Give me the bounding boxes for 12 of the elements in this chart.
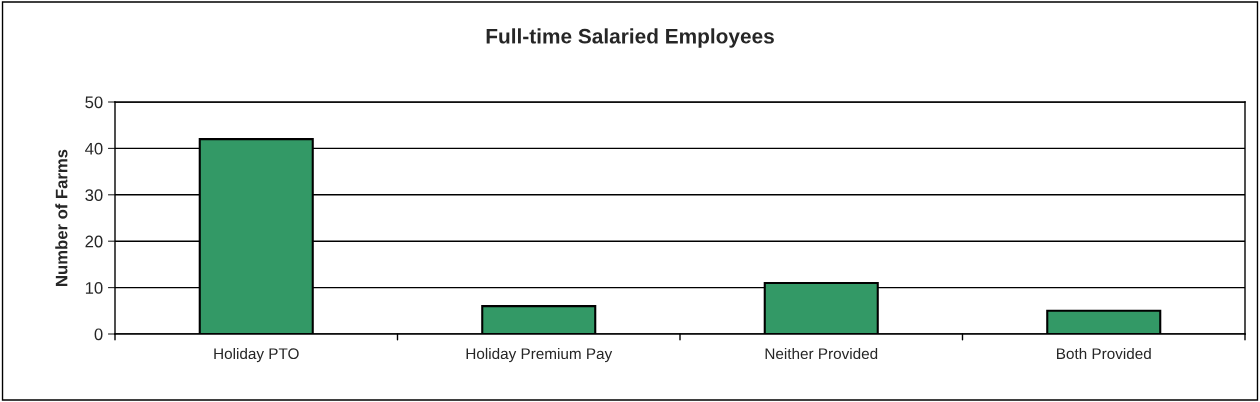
y-tick-label: 20: [85, 235, 103, 248]
x-tick-label: Holiday Premium Pay: [466, 347, 613, 363]
x-tick-label: Neither Provided: [765, 347, 878, 360]
x-tick-label: Holiday PTO: [214, 347, 299, 363]
x-tick-label: Both Provided: [1057, 347, 1151, 360]
y-tick-label: 0: [94, 328, 103, 341]
y-tick-label: 40: [85, 142, 103, 155]
y-tick-label: 30: [85, 189, 103, 201]
y-axis-title: Number of Farms: [55, 149, 68, 286]
y-tick-label: 50: [85, 96, 103, 109]
y-tick-label: 10: [85, 282, 103, 294]
chart-title: Full-time Salaried Employees: [486, 28, 774, 48]
